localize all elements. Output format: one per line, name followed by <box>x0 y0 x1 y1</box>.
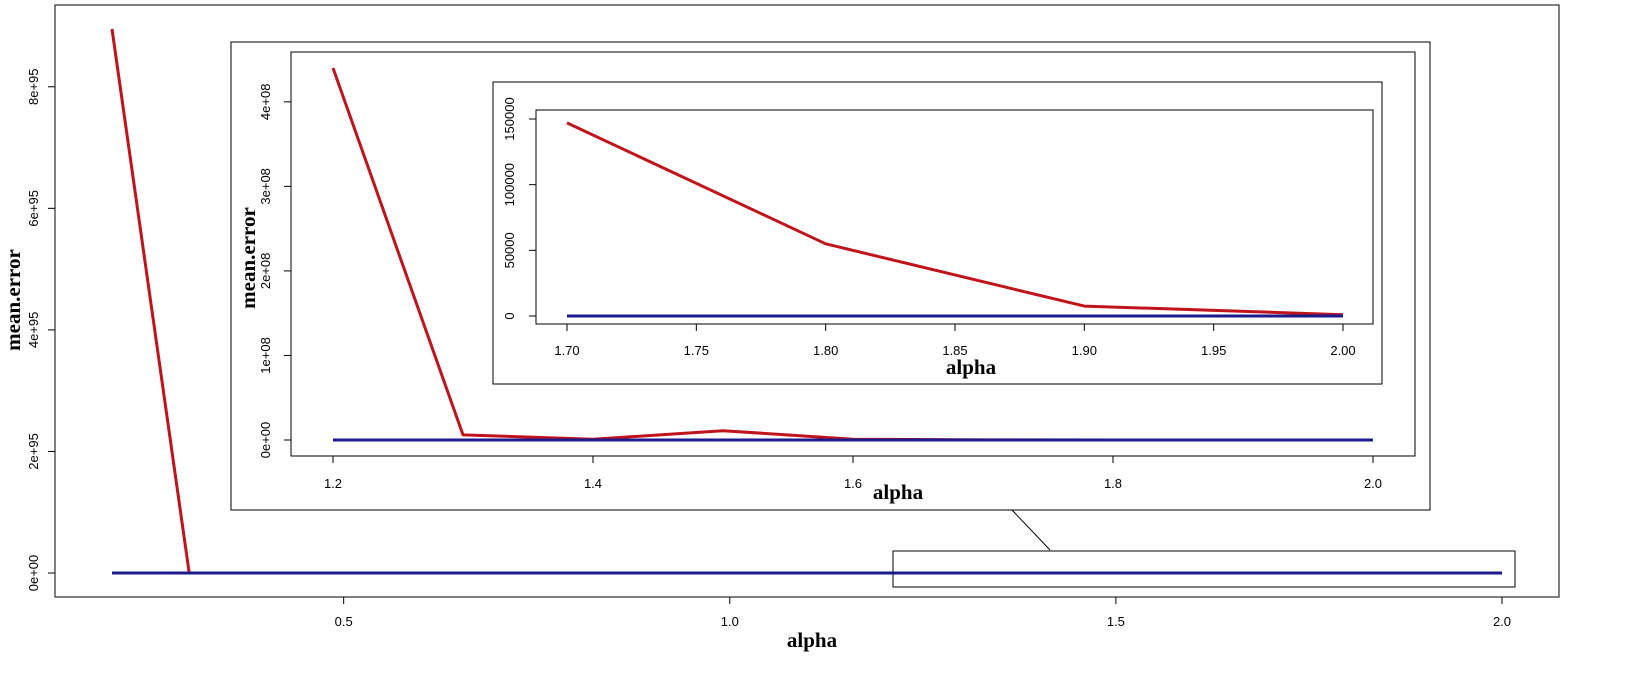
y-tick-label: 2e+95 <box>26 433 41 470</box>
x-tick-label: 1.2 <box>324 476 342 491</box>
x-tick-label: 1.4 <box>584 476 602 491</box>
x-tick-label: 1.6 <box>844 476 862 491</box>
y-tick-label: 0e+00 <box>258 422 273 459</box>
x-tick-label: 2.0 <box>1364 476 1382 491</box>
inset-plot-inner: 1.70 1.75 1.80 1.85 1.90 1.95 2.00 0 50000 10000… <box>502 97 1374 379</box>
x-axis-title: alpha <box>787 628 838 652</box>
inset-frame-inner <box>492 81 1383 385</box>
y-tick-label: 3e+08 <box>258 168 273 205</box>
zoom-connector-outer <box>1011 509 1051 551</box>
y-tick-label: 8e+95 <box>26 69 41 106</box>
y-tick-label: 4e+95 <box>26 312 41 349</box>
y-tick-label: 50000 <box>502 232 517 268</box>
y-tick-label: 2e+08 <box>258 253 273 290</box>
x-axis-ticks: 0.5 1.0 1.5 2.0 <box>335 597 1511 629</box>
x-tick-label: 1.75 <box>684 343 709 358</box>
y-axis-title: mean.error <box>1 249 25 351</box>
series-line <box>566 121 1344 317</box>
x-tick-label: 1.8 <box>1104 476 1122 491</box>
x-tick-label: 1.85 <box>942 343 967 358</box>
y-axis-title: mean.error <box>236 207 260 309</box>
series-layer <box>331 67 1373 442</box>
y-tick-label: 0 <box>502 312 517 319</box>
x-tick-label: 2.0 <box>1493 614 1511 629</box>
y-axis-ticks: 0 50000 100000 150000 <box>502 97 536 320</box>
y-tick-label: 4e+08 <box>258 84 273 121</box>
y-tick-label: 6e+95 <box>26 190 41 227</box>
x-axis-ticks: 1.70 1.75 1.80 1.85 1.90 1.95 2.00 <box>554 324 1356 358</box>
x-axis-ticks: 1.2 1.4 1.6 1.8 2.0 <box>324 456 1382 491</box>
x-tick-label: 2.00 <box>1330 343 1355 358</box>
zoom-rect-outer <box>892 550 1516 588</box>
x-tick-label: 1.80 <box>813 343 838 358</box>
main-plot: 0.5 1.0 1.5 2.0 0e+00 2e+95 4e+95 6e+95 8e+95 a… <box>1 4 1560 652</box>
x-axis-title: alpha <box>946 355 997 379</box>
x-tick-label: 1.70 <box>554 343 579 358</box>
y-axis-ticks: 0e+00 2e+95 4e+95 6e+95 8e+95 <box>26 69 55 592</box>
y-tick-label: 100000 <box>502 163 517 206</box>
x-tick-label: 1.5 <box>1107 614 1125 629</box>
series-layer <box>110 28 1502 575</box>
x-tick-label: 1.95 <box>1201 343 1226 358</box>
x-tick-label: 1.0 <box>721 614 739 629</box>
y-tick-label: 1e+08 <box>258 337 273 374</box>
y-tick-label: 0e+00 <box>26 555 41 592</box>
plot-box <box>54 4 1560 598</box>
x-axis-title: alpha <box>873 480 924 504</box>
inset-plot-middle: 1.2 1.4 1.6 1.8 2.0 0e+00 1e+08 2e+08 3e+08 4e+0… <box>236 51 1416 504</box>
y-axis-ticks: 0e+00 1e+08 2e+08 3e+08 4e+08 <box>258 84 291 459</box>
x-tick-label: 1.90 <box>1072 343 1097 358</box>
y-tick-label: 150000 <box>502 97 517 140</box>
x-tick-label: 0.5 <box>335 614 353 629</box>
series-layer <box>566 121 1344 318</box>
